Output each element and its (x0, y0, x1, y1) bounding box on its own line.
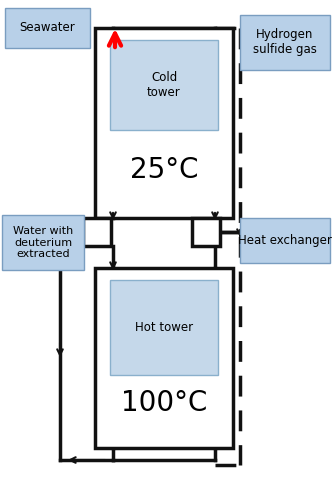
Text: Hot tower: Hot tower (135, 321, 193, 334)
Bar (95, 268, 233, 448)
Text: Hydrogen
sulfide gas: Hydrogen sulfide gas (253, 29, 317, 56)
Bar (83, 218, 111, 246)
Text: Heat exchanger: Heat exchanger (238, 234, 332, 247)
Bar (110, 280, 218, 375)
Text: Seawater: Seawater (20, 22, 75, 35)
Bar (192, 218, 220, 246)
Bar (240, 15, 330, 70)
Bar (110, 40, 218, 130)
Bar (2, 215, 84, 270)
Bar (240, 218, 330, 263)
Bar (5, 8, 90, 48)
Text: Cold
tower: Cold tower (147, 71, 181, 99)
Text: Water with
deuterium
extracted: Water with deuterium extracted (13, 226, 73, 259)
Text: 25°C: 25°C (130, 156, 198, 184)
Bar (95, 28, 233, 218)
Text: 100°C: 100°C (121, 389, 207, 417)
